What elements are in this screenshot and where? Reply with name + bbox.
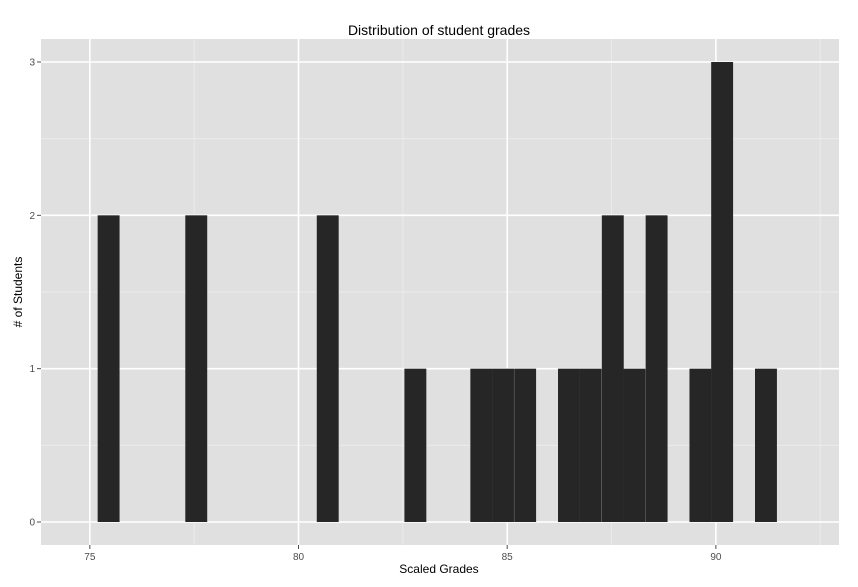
y-axis-ticks: 0 1 2 3 — [29, 58, 41, 529]
histogram-bar — [558, 368, 580, 522]
histogram-bar — [514, 368, 537, 522]
x-tick-label: 90 — [710, 552, 722, 563]
histogram-bar — [601, 215, 624, 523]
histogram-bar — [492, 368, 514, 522]
chart-title: Distribution of student grades — [348, 22, 530, 38]
histogram-bar — [404, 368, 427, 522]
x-axis-title: Scaled Grades — [399, 562, 478, 576]
x-axis-ticks: 75 80 85 90 — [84, 545, 722, 563]
histogram-bar — [755, 368, 777, 522]
y-tick-label: 2 — [29, 211, 35, 222]
histogram-bar — [711, 62, 734, 522]
y-axis-title: # of Students — [11, 257, 25, 328]
histogram-bar — [579, 368, 602, 522]
y-tick-label: 0 — [29, 518, 35, 529]
histogram-bar — [97, 215, 120, 523]
x-tick-label: 75 — [84, 552, 96, 563]
x-tick-label: 85 — [502, 552, 514, 563]
y-tick-label: 1 — [29, 364, 35, 375]
histogram-bar — [185, 215, 208, 523]
histogram-bar — [470, 368, 493, 522]
histogram-bar — [316, 215, 339, 523]
histogram-bars — [97, 62, 777, 523]
x-tick-label: 80 — [293, 552, 305, 563]
histogram-bar — [623, 368, 646, 522]
histogram-bar — [645, 215, 668, 523]
y-tick-label: 3 — [29, 58, 35, 69]
histogram-bar — [689, 368, 712, 522]
